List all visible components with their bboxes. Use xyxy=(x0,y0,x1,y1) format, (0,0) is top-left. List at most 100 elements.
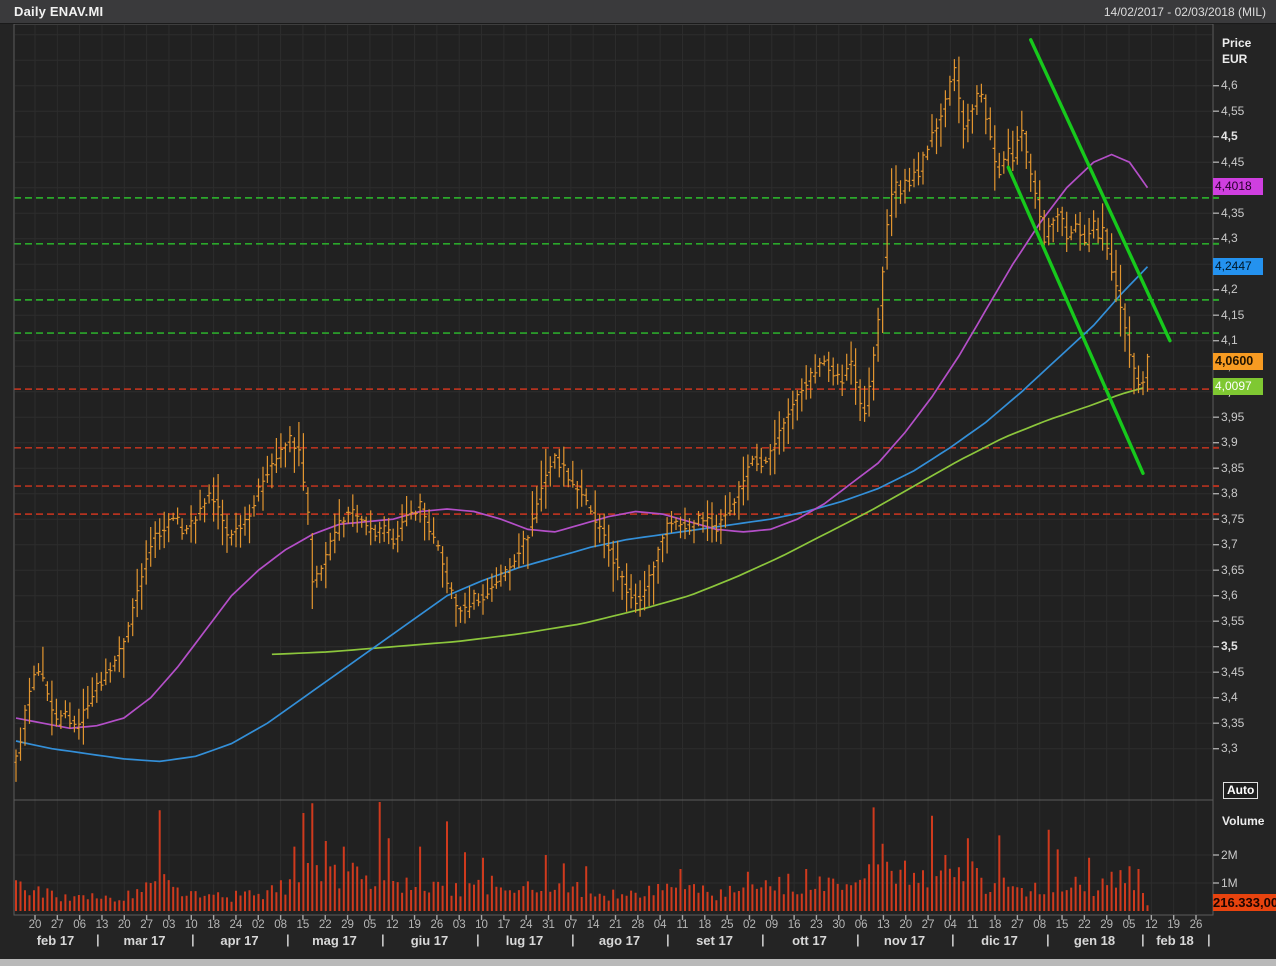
x-axis-day-label: 06 xyxy=(854,919,868,931)
auto-scale-button[interactable]: Auto xyxy=(1223,782,1259,799)
price-tick-label: 4,5 xyxy=(1221,129,1238,144)
x-axis-day-label: 06 xyxy=(73,919,87,931)
x-axis-month-separator: | xyxy=(381,932,385,947)
x-axis-day-label: 25 xyxy=(720,919,734,931)
price-tick-label: 3,35 xyxy=(1221,715,1245,730)
x-axis-month-label: nov 17 xyxy=(883,933,926,948)
price-tick-label: 4,1 xyxy=(1221,333,1238,348)
x-axis-day-label: 27 xyxy=(50,919,64,931)
ma-fast-badge: 4,4018 xyxy=(1213,178,1263,196)
x-axis-day-label: 04 xyxy=(653,919,667,931)
x-axis-day-label: 09 xyxy=(765,919,779,931)
price-tick-label: 3,75 xyxy=(1221,511,1245,526)
x-axis-day-label: 29 xyxy=(341,919,354,931)
x-axis-month-label: ott 17 xyxy=(792,933,827,948)
x-axis-month-separator: | xyxy=(476,932,480,947)
x-axis-month-label: feb 18 xyxy=(1156,933,1194,948)
x-axis-day-label: 30 xyxy=(832,919,846,931)
x-axis-day-label: 03 xyxy=(162,919,176,931)
x-axis-day-label: 05 xyxy=(1122,919,1136,931)
trend-line-2[interactable] xyxy=(1006,165,1145,475)
price-tick-label: 3,3 xyxy=(1221,741,1238,756)
price-tick-label: 3,9 xyxy=(1221,435,1238,450)
x-axis-day-label: 21 xyxy=(609,919,622,931)
price-tick-label: 3,85 xyxy=(1221,460,1245,475)
price-tick-label: 4,6 xyxy=(1221,78,1238,93)
date-range: 14/02/2017 - 02/03/2018 (MIL) xyxy=(1103,4,1266,19)
trend-line-1[interactable] xyxy=(1029,38,1172,343)
price-tick-label: 3,4 xyxy=(1221,690,1238,705)
price-tick-label: 4,45 xyxy=(1221,154,1245,169)
x-axis-day-label: 14 xyxy=(586,919,600,931)
x-axis-day-label: 20 xyxy=(117,919,131,931)
x-axis-month-separator: | xyxy=(571,932,575,947)
volume-axis-header: Volume xyxy=(1222,814,1265,828)
x-axis-day-label: 17 xyxy=(497,919,511,931)
x-axis-month-separator: | xyxy=(286,932,290,947)
x-axis-month-label: lug 17 xyxy=(505,933,544,948)
x-axis-day-label: 13 xyxy=(877,919,890,931)
x-axis-day-label: 15 xyxy=(296,919,310,931)
x-axis-month-separator: | xyxy=(856,932,860,947)
volume-tick-label: 1M xyxy=(1221,875,1238,890)
price-tick-label: 4,15 xyxy=(1221,307,1245,322)
x-axis-day-label: 18 xyxy=(207,919,220,931)
ma-mid-badge: 4,2447 xyxy=(1213,258,1263,276)
x-axis-month-separator: | xyxy=(191,932,195,947)
x-axis-day-label: 12 xyxy=(1144,919,1158,931)
volume-tick-label: 2M xyxy=(1221,847,1238,862)
x-axis-month-label: apr 17 xyxy=(220,933,259,948)
x-axis-day-label: 11 xyxy=(966,919,979,931)
x-axis-month-separator: | xyxy=(666,932,670,947)
x-axis-month-label: mar 17 xyxy=(123,933,166,948)
x-axis-day-label: 27 xyxy=(140,919,154,931)
volume-bars xyxy=(15,802,1149,911)
chart-title: Daily ENAV.MI xyxy=(14,4,104,19)
x-axis-month-label: dic 17 xyxy=(981,933,1018,948)
x-axis-day-label: 18 xyxy=(698,919,712,931)
x-axis-month-label: feb 17 xyxy=(36,933,75,948)
price-tick-label: 3,7 xyxy=(1221,537,1238,552)
price-tick-label: 3,6 xyxy=(1221,588,1238,603)
ma-fast-line xyxy=(15,153,1149,730)
x-axis-month-separator: | xyxy=(951,932,955,947)
x-axis-day-label: 02 xyxy=(743,919,756,931)
x-axis-day-label: 27 xyxy=(1010,919,1024,931)
x-axis-day-label: 10 xyxy=(475,919,488,931)
last-volume-badge: 216.333,00 xyxy=(1213,894,1276,911)
x-axis-day-label: 22 xyxy=(318,919,332,931)
plot-background xyxy=(14,24,1213,915)
x-axis-day-label: 28 xyxy=(631,919,645,931)
x-axis-day-label: 03 xyxy=(452,919,466,931)
x-axis-day-label: 24 xyxy=(229,919,243,931)
price-tick-label: 3,65 xyxy=(1221,562,1245,577)
x-axis-month-separator: | xyxy=(1141,932,1145,947)
x-axis-day-label: 19 xyxy=(408,919,421,931)
x-axis-month-separator: | xyxy=(96,932,100,947)
x-axis-month-separator: | xyxy=(761,932,765,947)
x-axis-day-label: 24 xyxy=(519,919,533,931)
price-tick-label: 4,2 xyxy=(1221,282,1238,297)
x-axis-day-label: 16 xyxy=(787,919,801,931)
ma-slow-badge: 4,0097 xyxy=(1213,378,1263,396)
x-axis-day-label: 31 xyxy=(542,919,555,931)
ma-mid-line xyxy=(15,266,1149,763)
price-axis-unit: EUR xyxy=(1222,52,1248,66)
price-tick-label: 3,45 xyxy=(1221,664,1245,679)
x-axis-day-label: 12 xyxy=(385,919,399,931)
x-axis-day-label: 08 xyxy=(1033,919,1047,931)
trend-lines[interactable] xyxy=(1006,38,1172,475)
x-axis-day-label: 10 xyxy=(184,919,198,931)
window-resize-strip[interactable] xyxy=(0,959,1276,966)
titlebar: Daily ENAV.MI 14/02/2017 - 02/03/2018 (M… xyxy=(0,0,1276,24)
x-axis-day-label: 07 xyxy=(564,919,578,931)
support-resistance-lines xyxy=(14,197,1213,515)
x-axis-day-label: 20 xyxy=(28,919,42,931)
price-tick-label: 4,35 xyxy=(1221,205,1245,220)
panel-frame xyxy=(13,23,1214,916)
price-tick-label: 3,95 xyxy=(1221,409,1245,424)
price-tick-label: 3,8 xyxy=(1221,486,1238,501)
x-axis-day-label: 22 xyxy=(1077,919,1091,931)
